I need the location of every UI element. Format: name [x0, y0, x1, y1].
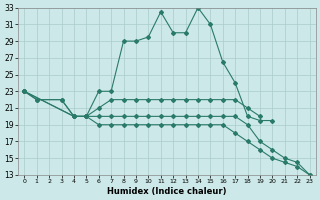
X-axis label: Humidex (Indice chaleur): Humidex (Indice chaleur): [107, 187, 227, 196]
